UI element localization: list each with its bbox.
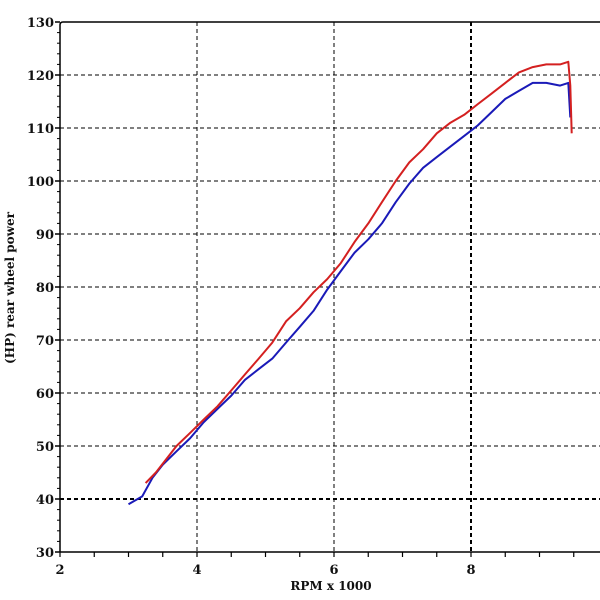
- x-tick-label: 8: [466, 563, 475, 578]
- y-tick-label: 110: [27, 122, 54, 137]
- y-tick-label: 100: [27, 175, 54, 190]
- grid-lines: [60, 22, 600, 552]
- y-tick-label: 40: [36, 493, 54, 508]
- x-axis-title: RPM x 1000: [290, 579, 371, 593]
- data-series: [128, 60, 573, 506]
- y-tick-label: 90: [36, 228, 54, 243]
- tick-labels: 30 40 50 60 70 80 90 100 110 120 130 2 4 6 8: [27, 16, 476, 578]
- x-tick-label: 4: [192, 563, 201, 578]
- series-line: [144, 60, 573, 484]
- y-tick-label: 80: [36, 281, 54, 296]
- y-axis-title: (HP) rear wheel power: [3, 211, 17, 364]
- y-tick-label: 70: [36, 334, 54, 349]
- y-tick-label: 130: [27, 16, 54, 31]
- y-tick-label: 50: [36, 440, 54, 455]
- x-tick-label: 2: [55, 563, 64, 578]
- y-tick-label: 60: [36, 387, 54, 402]
- axes: [55, 21, 600, 557]
- y-tick-label: 30: [36, 546, 54, 561]
- series-line: [128, 81, 572, 506]
- y-tick-label: 120: [27, 69, 54, 84]
- x-tick-label: 6: [329, 563, 338, 578]
